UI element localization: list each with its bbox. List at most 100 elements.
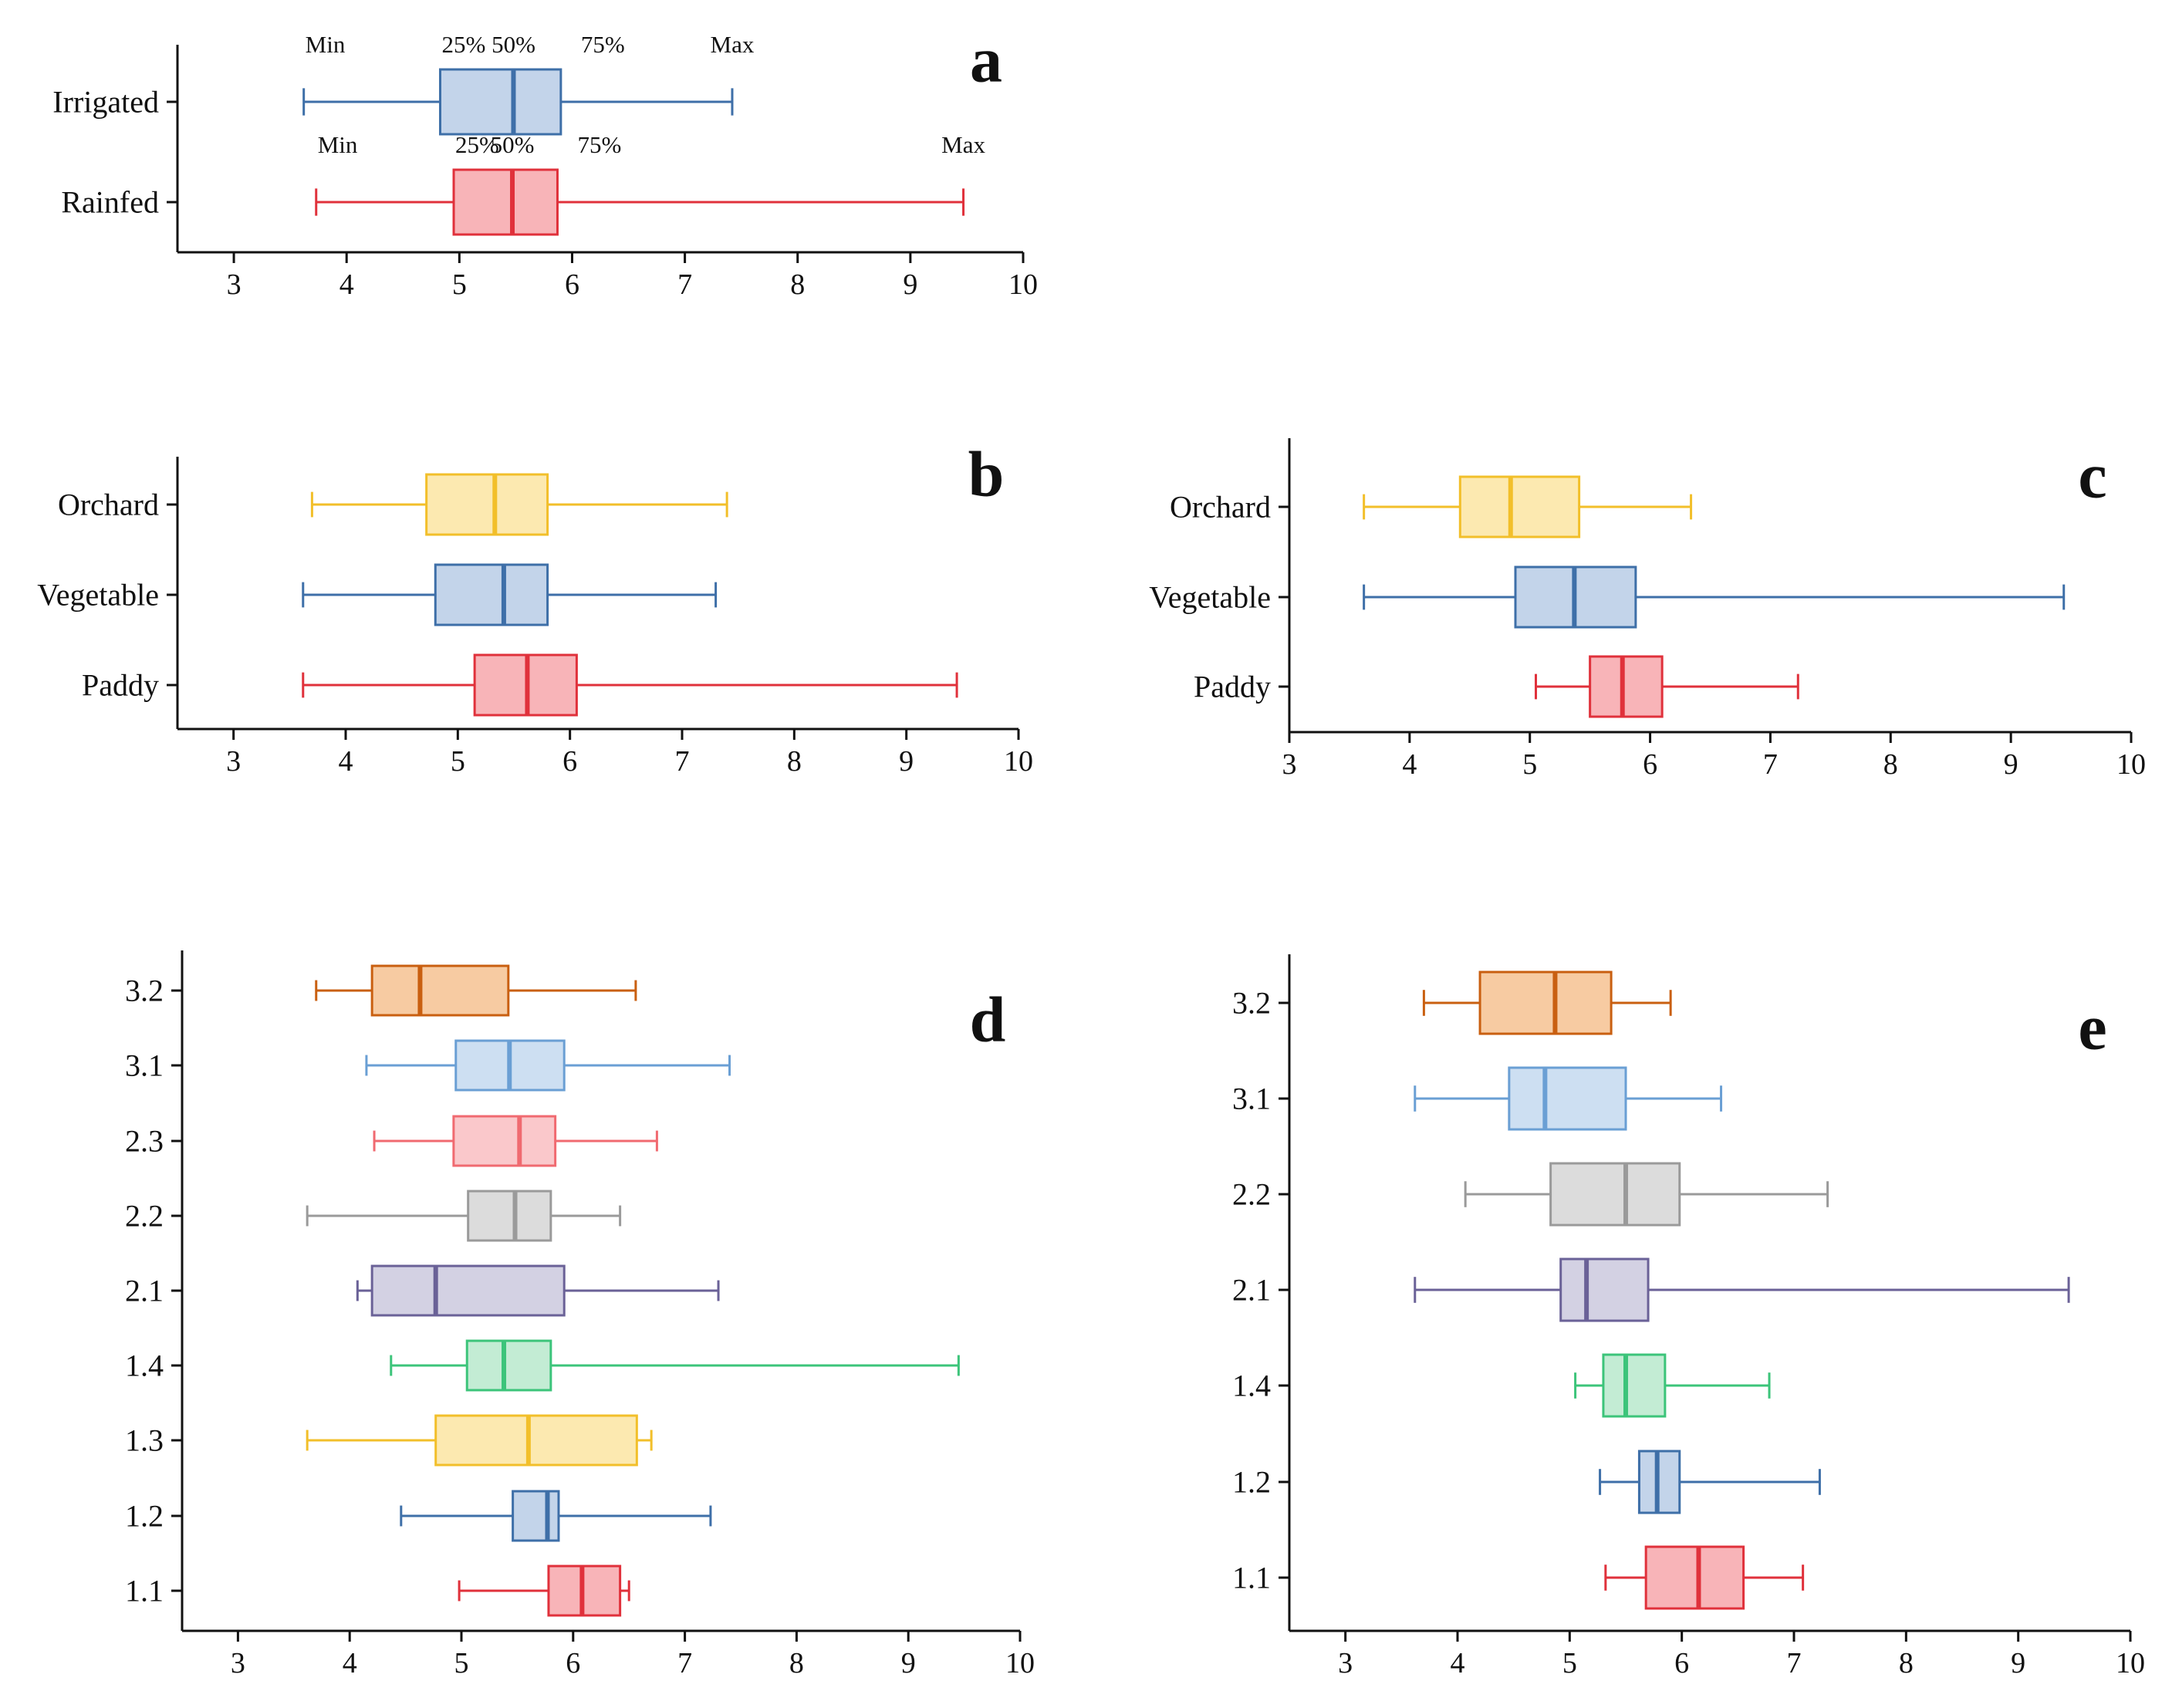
x-tick-label: 9 [899,745,914,778]
panel-label: d [970,984,1006,1056]
iqr-box [434,1414,638,1467]
x-tick-label: 4 [340,268,354,301]
x-tick-label: 10 [1005,1647,1035,1679]
x-tick-label: 3 [231,1647,245,1679]
category-label: 3.2 [1232,986,1271,1021]
iqr-box [370,1264,566,1317]
panel-label: c [2078,441,2106,512]
iqr-box [1602,1353,1667,1418]
box-irrigated: Irrigated Min 25% 50% 75% Max [52,31,755,136]
category-label: Paddy [1194,670,1271,704]
box-paddy: Paddy [82,653,958,717]
box-rainfed: Rainfed Min 25%50% 75% Max [61,131,985,236]
panel-c: 3 4 5 6 7 8 9 10 c Orchard Vegetable Paddy [1149,438,2146,781]
iqr-box [434,563,549,626]
annotation-q3: 75% [581,31,625,58]
category-label: Vegetable [1149,580,1271,615]
box-1-2: 1.2 [125,1490,712,1542]
category-label: 1.2 [125,1499,164,1534]
box-orchard: Orchard [1170,475,1693,538]
annotation-min: Min [306,31,346,58]
panel-label: e [2078,992,2106,1064]
iqr-box [465,1339,552,1392]
x-tick-label: 8 [1883,748,1898,781]
iqr-box [452,1115,557,1167]
annotation-q3: 75% [577,131,621,158]
x-tick-label: 5 [454,1647,469,1679]
x-tick-label: 6 [1643,748,1657,781]
annotation-q1: 25% [441,31,485,58]
category-label: 2.3 [125,1124,164,1159]
x-tick-label: 6 [566,1647,580,1679]
x-tick-label: 3 [1338,1647,1353,1679]
panel-e: 3 4 5 6 7 8 9 10 e 3.2 3.1 2.2 2.1 1.4 1.2 1.1 [1232,954,2145,1679]
box-1-1: 1.1 [1232,1545,1805,1610]
category-label: 1.4 [1232,1369,1271,1403]
annotation-min: Min [318,131,358,158]
x-tick-label: 7 [677,1647,692,1679]
iqr-box [370,964,510,1017]
x-tick-label: 4 [339,745,353,778]
iqr-box [1458,475,1581,538]
x-tick-label: 9 [2004,748,2018,781]
iqr-box [512,1490,560,1542]
panel-label: a [970,25,1002,96]
iqr-box [438,68,562,136]
iqr-box [452,168,559,236]
x-tick-label: 9 [903,268,917,301]
category-label: Orchard [1170,490,1271,525]
iqr-box [1508,1066,1627,1131]
x-tick-label: 8 [1899,1647,1914,1679]
category-label: Orchard [58,488,159,522]
box-3-2: 3.2 [125,964,637,1017]
x-tick-label: 8 [787,745,802,778]
box-orchard: Orchard [58,473,728,536]
x-tick-label: 9 [2011,1647,2025,1679]
category-label: 2.2 [125,1199,164,1234]
x-tick-label: 8 [789,1647,804,1679]
panel-b: 3 4 5 6 7 8 9 10 b Orchard Vegetable Paddy [37,439,1033,778]
x-tick-label: 5 [452,268,467,301]
category-label: 1.1 [125,1574,164,1608]
x-tick-label: 10 [1004,745,1033,778]
x-tick-label: 3 [226,745,241,778]
box-3-1: 3.1 [1232,1066,1723,1131]
category-label: Paddy [82,668,159,703]
iqr-box [1559,1257,1650,1322]
x-tick-label: 10 [1008,268,1038,301]
iqr-box [1549,1162,1681,1227]
box-2-1: 2.1 [1232,1257,2070,1322]
x-tick-label: 6 [1674,1647,1689,1679]
category-label: Vegetable [37,578,159,613]
iqr-box [1478,970,1613,1035]
x-tick-label: 10 [2116,748,2146,781]
annotation-max: Max [941,131,985,158]
category-label: 2.1 [125,1274,164,1308]
box-vegetable: Vegetable [37,563,718,626]
category-label: Irrigated [52,85,159,120]
box-vegetable: Vegetable [1149,565,2066,629]
x-tick-label: 4 [1402,748,1417,781]
iqr-box [425,473,549,536]
box-3-2: 3.2 [1232,970,1672,1035]
x-tick-label: 8 [790,268,805,301]
box-2-3: 2.3 [125,1115,658,1167]
category-label: 2.2 [1232,1177,1271,1212]
x-tick-label: 5 [1522,748,1537,781]
annotation-max: Max [711,31,755,58]
box-2-2: 2.2 [125,1190,622,1242]
annotation-median: 50% [492,31,535,58]
iqr-box [1644,1545,1745,1610]
x-tick-label: 5 [1562,1647,1577,1679]
box-1-4: 1.4 [1232,1353,1771,1418]
category-label: 3.1 [1232,1082,1271,1116]
box-2-2: 2.2 [1232,1162,1829,1227]
category-label: 1.1 [1232,1561,1271,1595]
panel-d: 3 4 5 6 7 8 9 10 d 3.2 3.1 2.3 2.2 2.1 1.4 1.3 1.2 1.1 [125,950,1035,1679]
box-1-3: 1.3 [125,1414,653,1467]
x-tick-label: 3 [227,268,242,301]
x-tick-label: 4 [343,1647,357,1679]
panel-label: b [968,439,1005,511]
x-tick-label: 6 [562,745,577,778]
